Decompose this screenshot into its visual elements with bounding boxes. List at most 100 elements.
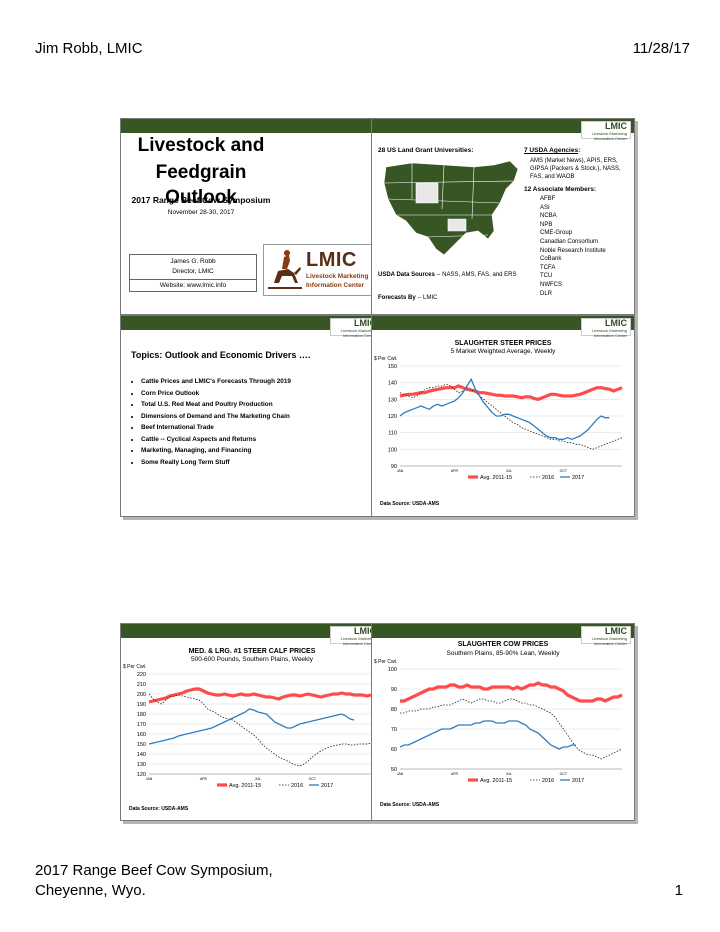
member-item: Noble Research Institute <box>540 247 606 254</box>
y-tick-label: 180 <box>137 712 146 718</box>
slide-cow-prices: LMIC Livestock Marketing Information Cent… <box>371 623 635 821</box>
slide-header-bar <box>121 624 383 638</box>
member-item: NCBA <box>540 213 557 220</box>
y-tick-label: 160 <box>137 732 146 738</box>
y-axis-unit: $ Per Cwt. <box>123 664 146 670</box>
cow-price-chart: $ Per Cwt. 50 60 70 80 90 100 JAN APR JUL OCT Avg. … <box>374 659 623 784</box>
member-item: TCFA <box>540 264 556 271</box>
lmic-logo: LMIC Livestock Marketing Information Cen… <box>263 244 375 296</box>
member-item: DLR <box>540 290 553 297</box>
series-line-y2017 <box>399 377 610 440</box>
topic-item: Cattle -- Cyclical Aspects and Returns <box>141 434 291 446</box>
topic-item: Beef International Trade <box>141 422 291 434</box>
event-name: 2017 Range Beef Cow Symposium <box>131 195 271 205</box>
us-map-icon <box>383 160 519 256</box>
logo-line1: Livestock Marketing <box>306 273 369 280</box>
slide-topics: LMIC Livestock Marketing Information Cent… <box>120 315 384 517</box>
steer-price-chart: $ Per Cwt. 90 100 110 120 130 140 150 JAN APR JUL O… <box>374 356 623 481</box>
member-item: CME-Group <box>540 230 573 237</box>
y-tick-label: 140 <box>388 381 397 387</box>
member-item: Canadian Consortium <box>540 238 599 245</box>
topics-list: Cattle Prices and LMIC's Forecasts Throu… <box>129 376 291 468</box>
slide-header-bar <box>372 316 634 330</box>
chart-subtitle: 500-600 Pounds, Southern Plains, Weekly <box>190 656 313 663</box>
data-sources: USDA Data Sources -- NASS, AMS, FAS, and… <box>378 272 517 278</box>
calf-price-chart: $ Per Cwt. 120 130 140 150 160 170 180 190 200 210… <box>123 664 372 789</box>
x-tick-label: APR <box>451 772 459 776</box>
y-tick-label: 130 <box>388 397 397 403</box>
presenter-box: James G. Robb Director, LMIC <box>129 254 257 280</box>
x-tick-label: JUL <box>506 469 512 473</box>
topic-item: Marketing, Managing, and Financing <box>141 445 291 457</box>
y-tick-label: 70 <box>391 727 397 733</box>
member-item: NWFCS <box>540 281 562 288</box>
y-tick-label: 120 <box>137 772 146 778</box>
member-item: ASI <box>540 204 550 211</box>
slide-header-bar <box>372 624 634 638</box>
y-axis-unit: $ Per Cwt. <box>374 659 397 665</box>
series-line-y2017 <box>399 720 576 750</box>
y-tick-label: 200 <box>137 692 146 698</box>
x-tick-label: OCT <box>560 772 568 776</box>
mini-logo: LMIC Livestock Marketing Information Cent… <box>581 121 631 141</box>
legend-label: 2016 <box>291 783 303 789</box>
y-tick-label: 130 <box>137 762 146 768</box>
chart-title: MED. & LRG. #1 STEER CALF PRICES <box>188 648 316 655</box>
footer-line2: Cheyenne, Wyo. <box>35 882 146 899</box>
legend-label: 2017 <box>321 783 333 789</box>
land-grant-heading: 28 US Land Grant Universities: <box>378 147 474 154</box>
horse-rider-icon <box>268 250 302 289</box>
topic-item: Cattle Prices and LMIC's Forecasts Throu… <box>141 376 291 388</box>
legend-label: 2016 <box>542 778 554 784</box>
legend-label: 2016 <box>542 475 554 481</box>
series-line-y2016 <box>399 383 623 450</box>
x-tick-label: JUL <box>506 772 512 776</box>
x-tick-label: JAN <box>397 469 404 473</box>
mini-logo: LMIC Livestock Marketing Information Cent… <box>330 626 380 646</box>
series-line-y2016 <box>148 693 372 767</box>
series-line-y2017 <box>148 708 355 745</box>
topic-item: Corn Price Outlook <box>141 388 291 400</box>
slide-steer-prices: LMIC Livestock Marketing Information Cent… <box>371 315 635 517</box>
x-tick-label: OCT <box>560 469 568 473</box>
topics-title: Topics: Outlook and Economic Drivers …. <box>131 350 311 360</box>
x-tick-label: APR <box>200 777 208 781</box>
y-tick-label: 80 <box>391 707 397 713</box>
slide-header-bar <box>121 119 383 133</box>
chart-title: SLAUGHTER COW PRICES <box>457 641 549 648</box>
y-tick-label: 220 <box>137 672 146 678</box>
data-source: Data Source: USDA-AMS <box>380 501 440 507</box>
x-tick-label: JAN <box>146 777 153 781</box>
y-tick-label: 210 <box>137 682 146 688</box>
topic-item: Total U.S. Red Meat and Poultry Producti… <box>141 399 291 411</box>
x-tick-label: JUL <box>255 777 261 781</box>
mini-logo: LMIC Livestock Marketing Information Cent… <box>330 318 380 338</box>
y-axis-unit: $ Per Cwt. <box>374 356 397 362</box>
mini-logo: LMIC Livestock Marketing Information Cent… <box>581 318 631 338</box>
y-tick-label: 100 <box>388 447 397 453</box>
y-tick-label: 150 <box>137 742 146 748</box>
chart-subtitle: 5 Market Weighted Average, Weekly <box>450 348 556 355</box>
y-tick-label: 190 <box>137 702 146 708</box>
slide-title-line2: Feedgrain Outlook <box>155 162 247 208</box>
legend-label: Avg. 2011-15 <box>480 475 512 481</box>
legend-label: Avg. 2011-15 <box>229 783 261 789</box>
logo-word: LMIC <box>306 249 357 271</box>
y-tick-label: 100 <box>388 667 397 673</box>
event-dates: November 28-30, 2017 <box>167 209 235 216</box>
page-header-date: 11/28/17 <box>632 40 690 57</box>
mini-logo: LMIC Livestock Marketing Information Cent… <box>581 626 631 646</box>
data-source: Data Source: USDA-AMS <box>380 802 440 808</box>
x-tick-label: JAN <box>397 772 404 776</box>
legend-label: Avg. 2011-15 <box>480 778 512 784</box>
member-item: CoBank <box>540 256 562 263</box>
member-item: NPB <box>540 221 553 228</box>
slide-partners: LMIC Livestock Marketing Information Cent… <box>371 118 635 315</box>
series-line-avg <box>399 384 623 401</box>
members-heading: 12 Associate Members: <box>524 186 597 193</box>
y-tick-label: 120 <box>388 414 397 420</box>
slide-title-line1: Livestock and <box>137 135 265 156</box>
x-tick-label: OCT <box>309 777 317 781</box>
logo-line2: Information Center <box>306 282 365 289</box>
x-tick-label: APR <box>451 469 459 473</box>
